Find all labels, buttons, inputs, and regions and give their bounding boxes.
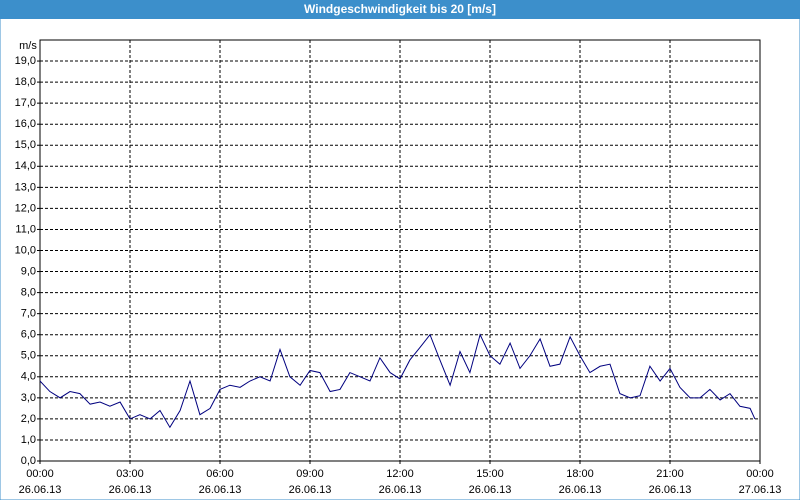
y-tick-label: 13,0 xyxy=(15,181,36,193)
x-tick-date: 26.06.13 xyxy=(199,484,242,496)
title-bar xyxy=(0,0,800,19)
x-tick-date: 26.06.13 xyxy=(649,484,692,496)
x-tick-date: 26.06.13 xyxy=(289,484,332,496)
y-tick-label: 12,0 xyxy=(15,202,36,214)
y-tick-label: 15,0 xyxy=(15,139,36,151)
x-tick-label: 09:00 xyxy=(296,468,324,480)
y-tick-label: 7,0 xyxy=(21,308,36,320)
y-tick-label: 3,0 xyxy=(21,392,36,404)
y-tick-label: 5,0 xyxy=(21,350,36,362)
y-tick-label: 0,0 xyxy=(21,455,36,467)
x-tick-label: 18:00 xyxy=(566,468,594,480)
y-tick-label: 1,0 xyxy=(21,434,36,446)
x-tick-label: 06:00 xyxy=(206,468,234,480)
y-axis-label: m/s xyxy=(19,40,37,52)
y-tick-label: 2,0 xyxy=(21,413,36,425)
x-tick-date: 26.06.13 xyxy=(379,484,422,496)
y-tick-label: 11,0 xyxy=(15,223,36,235)
chart-title: Windgeschwindigkeit bis 20 [m/s] xyxy=(304,2,496,16)
x-tick-label: 15:00 xyxy=(476,468,504,480)
y-tick-label: 6,0 xyxy=(21,329,36,341)
y-tick-label: 16,0 xyxy=(15,118,36,130)
y-tick-label: 8,0 xyxy=(21,287,36,299)
data-line xyxy=(39,333,756,429)
x-tick-date: 26.06.13 xyxy=(469,484,512,496)
x-tick-label: 00:00 xyxy=(746,468,774,480)
y-tick-label: 14,0 xyxy=(15,160,36,172)
y-tick-label: 9,0 xyxy=(21,265,36,277)
y-tick-label: 4,0 xyxy=(21,371,36,383)
x-tick-label: 03:00 xyxy=(116,468,144,480)
x-tick-label: 21:00 xyxy=(656,468,684,480)
y-tick-label: 18,0 xyxy=(15,76,36,88)
x-tick-date: 26.06.13 xyxy=(559,484,602,496)
x-tick-label: 12:00 xyxy=(386,468,414,480)
x-tick-date: 27.06.13 xyxy=(739,484,782,496)
x-tick-label: 00:00 xyxy=(26,468,54,480)
y-tick-label: 17,0 xyxy=(15,97,36,109)
y-tick-label: 19,0 xyxy=(15,55,36,67)
y-tick-label: 10,0 xyxy=(15,244,36,256)
x-tick-date: 26.06.13 xyxy=(109,484,152,496)
x-tick-date: 26.06.13 xyxy=(19,484,62,496)
